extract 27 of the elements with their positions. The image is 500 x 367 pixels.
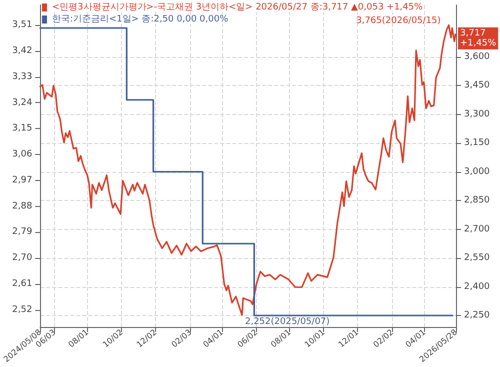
- y2-tick-label: 2,550: [464, 253, 490, 263]
- y-tick-label: 3,06: [12, 150, 32, 160]
- y2-tick-label: 3,150: [464, 138, 490, 148]
- text: 3,717 +1,45%: [460, 28, 497, 48]
- legend-label: 한국:기준금리<1일> 종:2,50 0,00 0,00%: [52, 14, 229, 24]
- y2-tick-label: 2,850: [464, 196, 490, 206]
- y-tick-label: 3,15: [12, 124, 32, 134]
- y-tick-label: 3,51: [12, 20, 32, 30]
- y2-tick-label: 3,450: [464, 80, 490, 90]
- y2-tick-label: 3,300: [464, 109, 490, 120]
- y2-tick-label: 3,000: [464, 166, 490, 177]
- legend-label: <민평3사평균시가평가>-국고채권 3년이하<일> 2026/05/27 종:3,717 ▲0,053 +1,45%: [52, 2, 424, 12]
- y-tick-label: 2,97: [12, 175, 32, 186]
- y-tick-label: 3,33: [12, 72, 32, 82]
- y2-tick-label: 2,250: [464, 310, 490, 320]
- y-tick-label: 3,42: [12, 46, 32, 56]
- y-tick-label: 2,52: [12, 304, 32, 315]
- y-tick-label: 2,88: [12, 201, 32, 212]
- y-tick-label: 2,61: [12, 278, 32, 289]
- y-tick-label: 3,24: [12, 98, 32, 108]
- y-tick-label: 2,70: [12, 253, 32, 263]
- annotation: 3,765(2026/05/15): [356, 16, 441, 26]
- y2-tick-label: 2,700: [464, 224, 490, 234]
- y2-tick-label: 2,400: [464, 282, 490, 292]
- y-tick-label: 2,79: [12, 227, 32, 238]
- annotation: 2,252(2025/05/07): [244, 317, 330, 328]
- y2-tick-label: 3,600: [464, 52, 490, 62]
